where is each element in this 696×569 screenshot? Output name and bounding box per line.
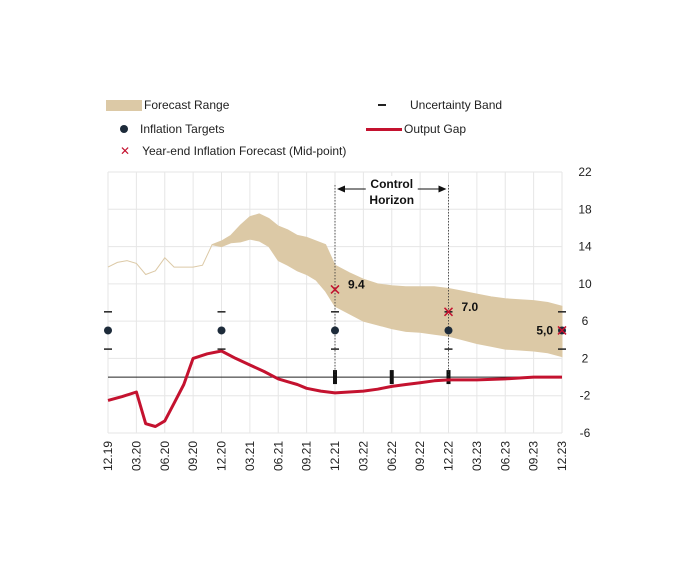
x-tick-label: 12.20 [215,441,229,471]
y-tick-label: -2 [580,389,591,403]
forecast-marker [330,284,340,294]
legend-forecast-range: Forecast Range [106,98,229,112]
x-tick-label: 06.20 [158,441,172,471]
forecast-marker [443,307,454,317]
legend-output-gap: Output Gap [366,122,466,136]
x-tick-label: 09.21 [300,441,314,471]
x-tick-label: 12.19 [101,441,115,471]
output-gap-swatch [366,127,402,131]
inflation-target-dot [331,326,339,335]
legend-label: Forecast Range [144,98,230,112]
x-tick-label: 09.22 [413,441,427,471]
y-tick-label: 18 [578,202,592,216]
arrow-head-right [438,185,447,193]
output-gap-line [107,349,562,428]
x-tick-label: 09.20 [186,441,200,471]
x-tick-label: 12.23 [555,441,569,471]
y-tick-label: -6 [580,426,591,440]
control-horizon-label: Horizon [369,193,414,207]
x-tick-label: 06.23 [498,441,512,471]
y-axis-ticks: -6 -2 2 6 10 14 18 22 [578,165,592,440]
inflation-target-dot [444,326,453,335]
legend-uncertainty-band: Uncertainty Band [378,98,502,112]
output-gap-marker [389,370,394,385]
arrow-head-left [337,185,345,193]
legend-label: Inflation Targets [140,122,225,136]
year-end-forecasts: 9.4 7.0 5,0 [330,277,567,337]
forecast-marker [557,325,567,335]
control-horizon: Control Horizon [334,176,449,378]
output-gap-marker [446,370,451,385]
forecast-label: 7.0 [462,300,479,314]
x-tick-label: 12.22 [442,441,456,471]
control-horizon-label: Control [370,177,413,191]
legend-year-end-forecast: ✕ Year-end Inflation Forecast (Mid-point… [106,144,346,158]
inflation-target-dot [217,326,226,335]
y-tick-label: 22 [578,165,592,179]
forecast-label: 5,0 [536,323,553,337]
y-tick-label: 14 [578,240,592,254]
x-tick-label: 03.20 [129,441,143,471]
control-horizon-label-bg [365,176,418,208]
output-gap-markers [333,370,451,385]
x-axis-ticks: 12.19 03.20 06.20 09.20 12.20 03.21 06.21 09.21… [101,441,569,471]
x-tick-label: 12.21 [328,441,342,471]
legend-label: Year-end Inflation Forecast (Mid-point) [142,144,347,158]
y-tick-label: 2 [582,351,589,365]
inflation-target-swatch [120,125,128,133]
legend-label: Output Gap [404,122,467,136]
inflation-target-dot [104,326,112,335]
legend-label: Uncertainty Band [410,98,503,112]
x-tick-label: 03.21 [243,441,257,471]
y-tick-label: 10 [578,277,592,291]
legend-inflation-targets: Inflation Targets [106,122,225,136]
x-tick-label: 06.21 [271,441,285,471]
x-tick-label: 06.22 [385,441,399,471]
x-tick-label: 09.23 [527,441,541,471]
x-tick-label: 03.22 [356,441,370,471]
y-tick-label: 6 [582,314,589,328]
forecast-range-swatch [106,99,142,111]
uncertainty-band-swatch [378,104,386,106]
forecast-marker-swatch: ✕ [120,144,131,158]
x-tick-label: 03.23 [470,441,484,471]
output-gap-marker [333,370,337,385]
forecast-label: 9.4 [348,277,365,291]
